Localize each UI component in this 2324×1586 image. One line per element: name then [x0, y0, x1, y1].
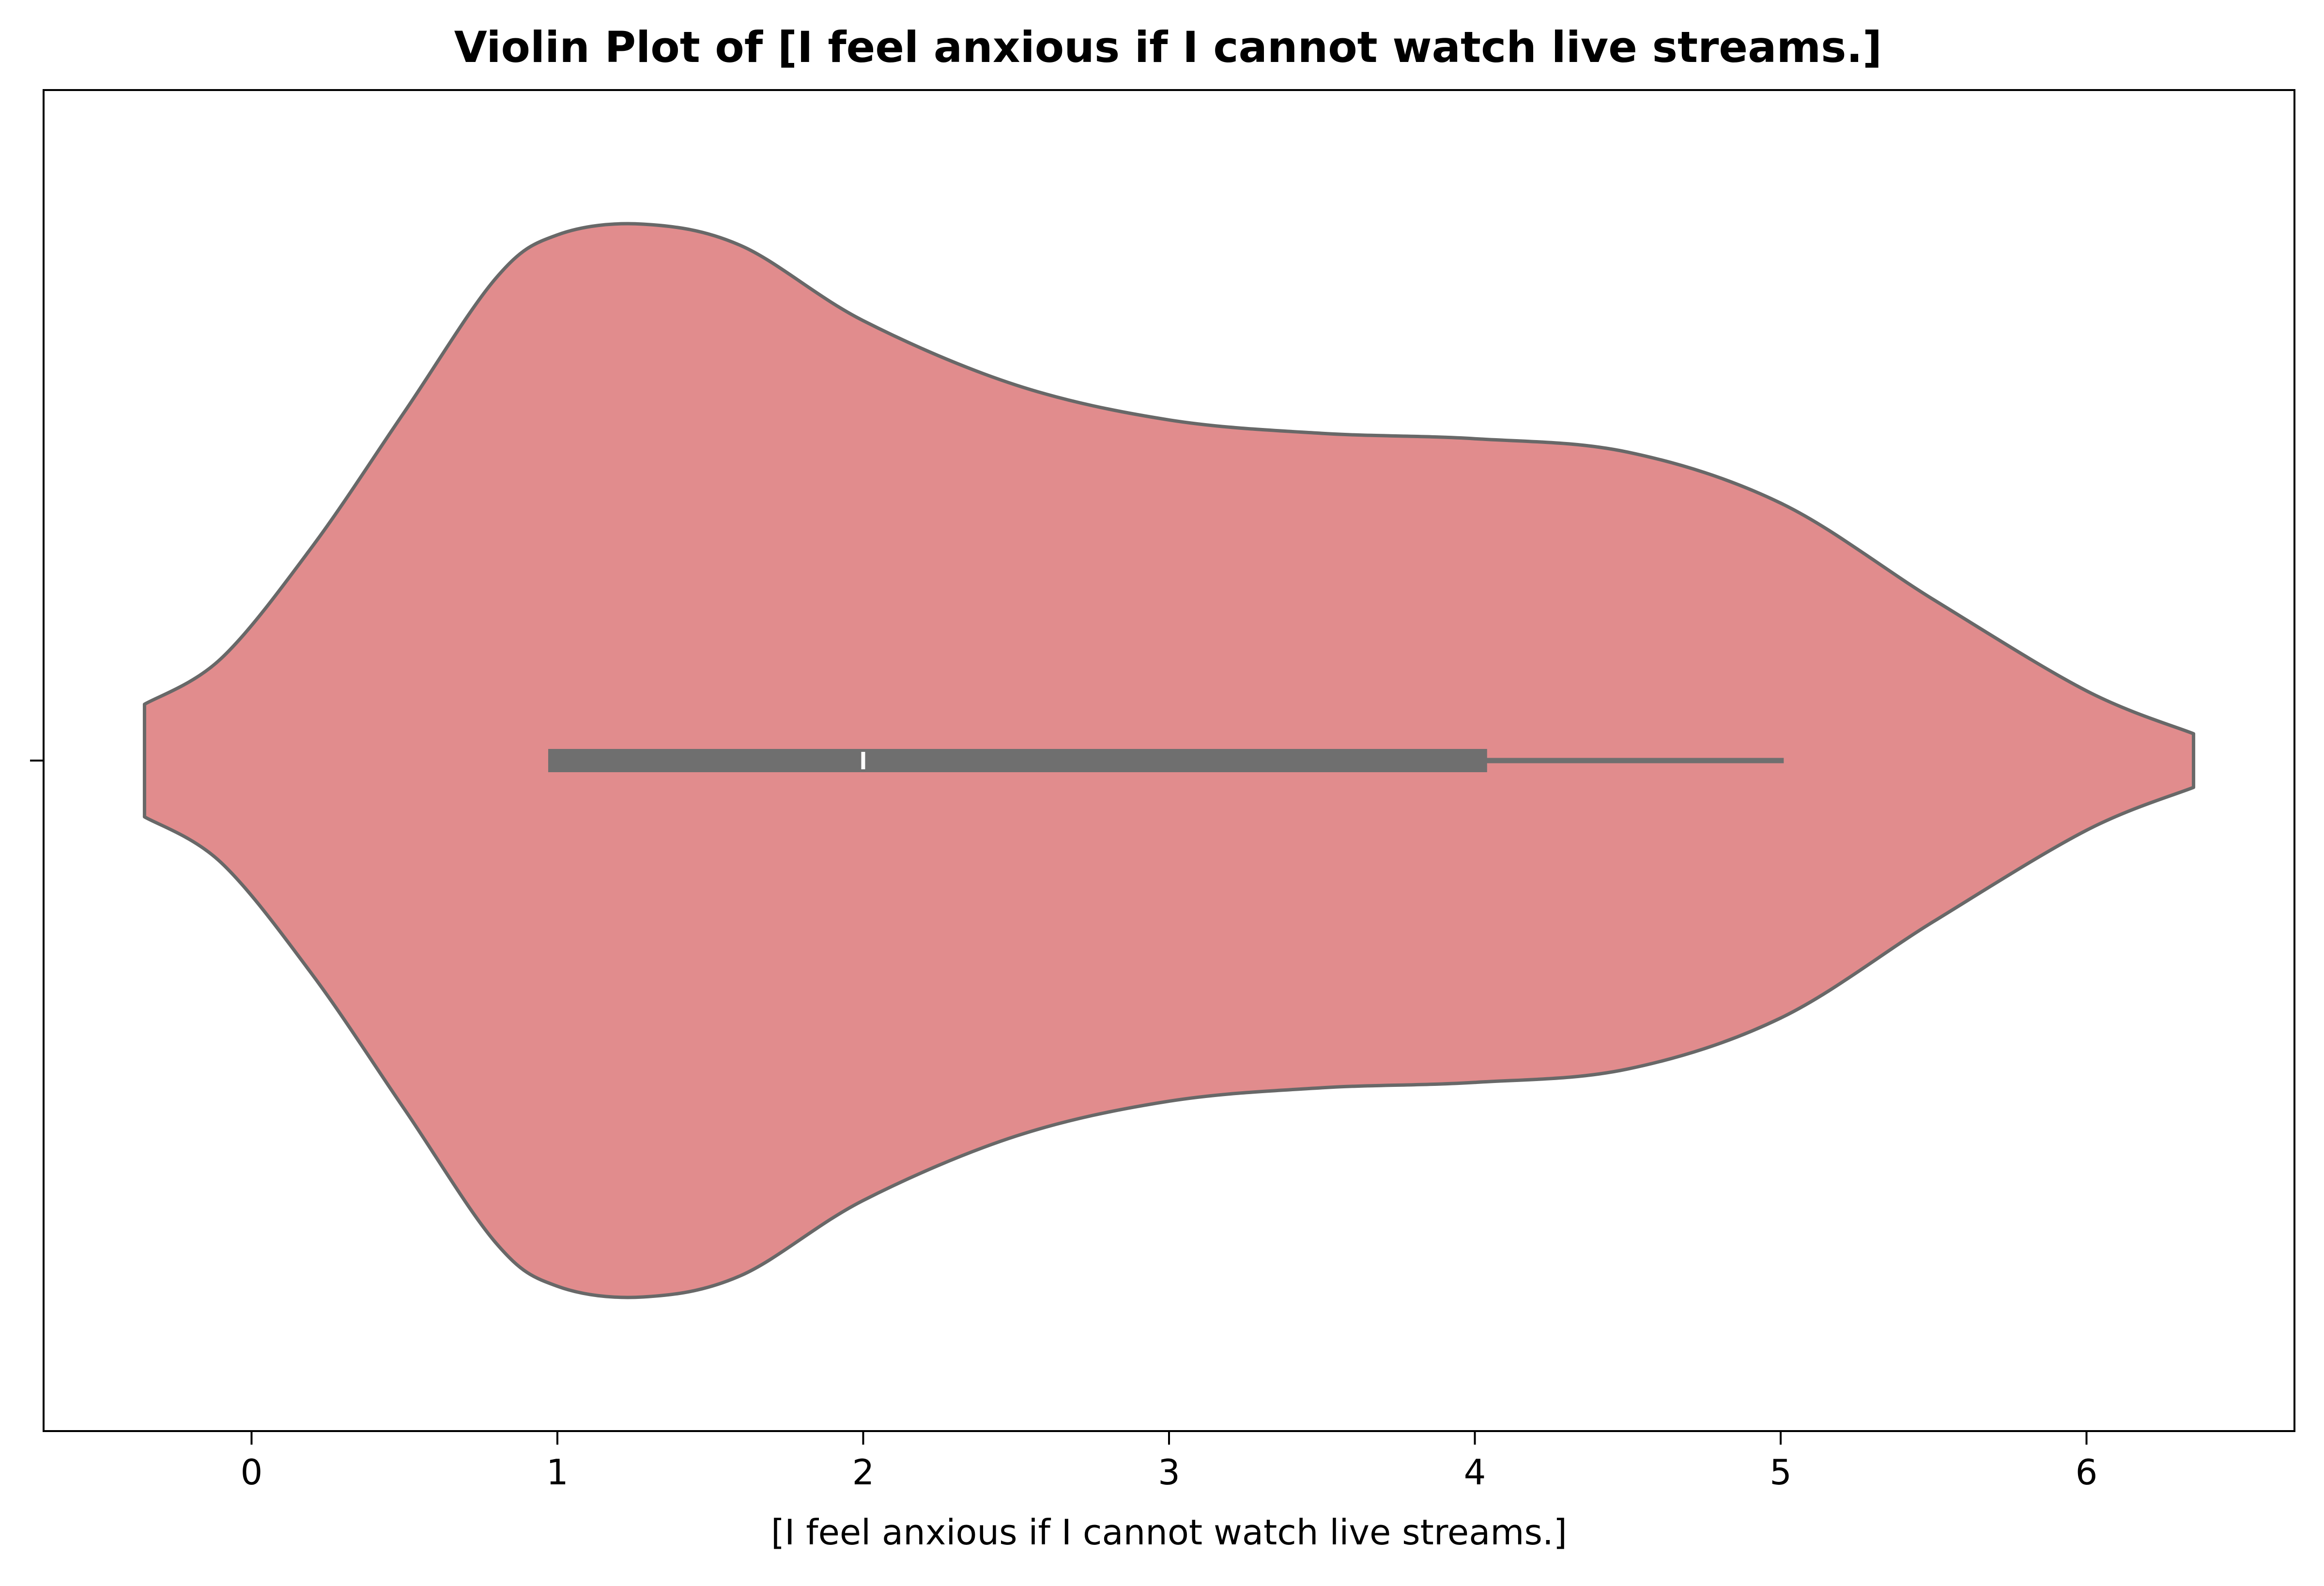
violin-iqr-box: [548, 749, 1487, 772]
x-tick-label: 0: [241, 1452, 263, 1493]
plot-area: [142, 222, 2196, 1299]
x-tick-label: 6: [2076, 1452, 2098, 1493]
x-axis: 0 1 2 3 4 5 6: [241, 1431, 2098, 1493]
x-tick-label: 3: [1158, 1452, 1180, 1493]
x-axis-label: [I feel anxious if I cannot watch live s…: [771, 1512, 1567, 1553]
x-tick-label: 5: [1770, 1452, 1792, 1493]
x-tick-label: 1: [546, 1452, 569, 1493]
chart-title: Violin Plot of [I feel anxious if I cann…: [454, 22, 1882, 72]
x-tick-label: 2: [852, 1452, 875, 1493]
x-tick-label: 4: [1464, 1452, 1486, 1493]
